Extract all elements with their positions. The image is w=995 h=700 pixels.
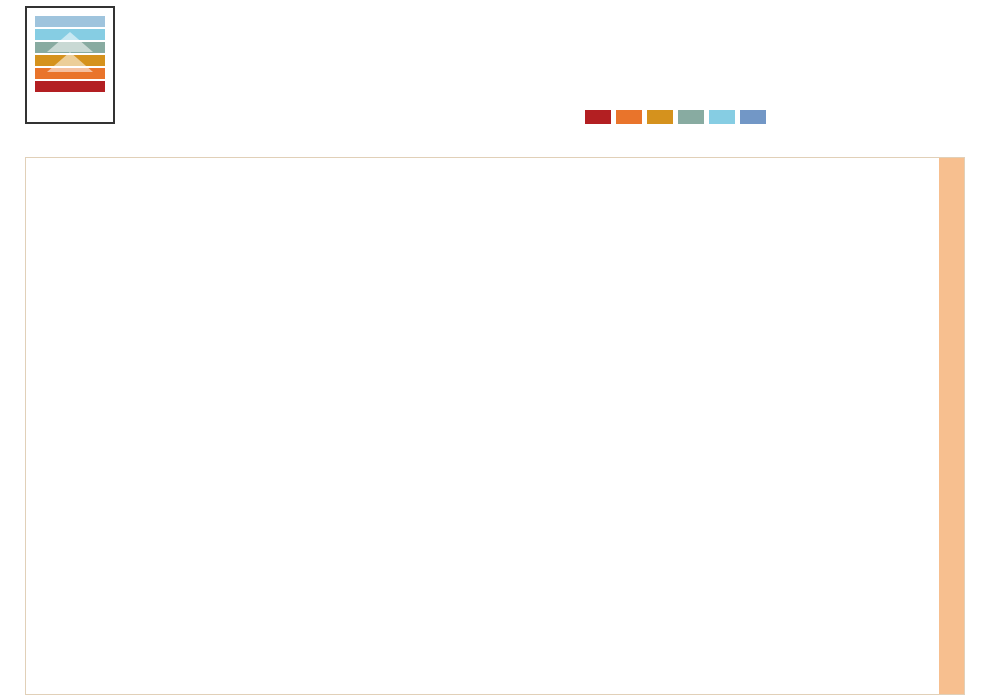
swatch-b	[616, 110, 642, 124]
swatch-c	[585, 110, 611, 124]
firestone-library-logo	[25, 6, 115, 124]
swatch-1st	[678, 110, 704, 124]
completion-sidebar	[939, 158, 964, 694]
swatch-a	[647, 110, 673, 124]
swatch-3rd	[740, 110, 766, 124]
renovation-timeline-table	[25, 157, 965, 695]
logo-chevron-icon	[47, 32, 93, 52]
logo-chevron-icon	[47, 52, 93, 72]
swatch-2nd	[709, 110, 735, 124]
color-swatches	[585, 110, 766, 124]
